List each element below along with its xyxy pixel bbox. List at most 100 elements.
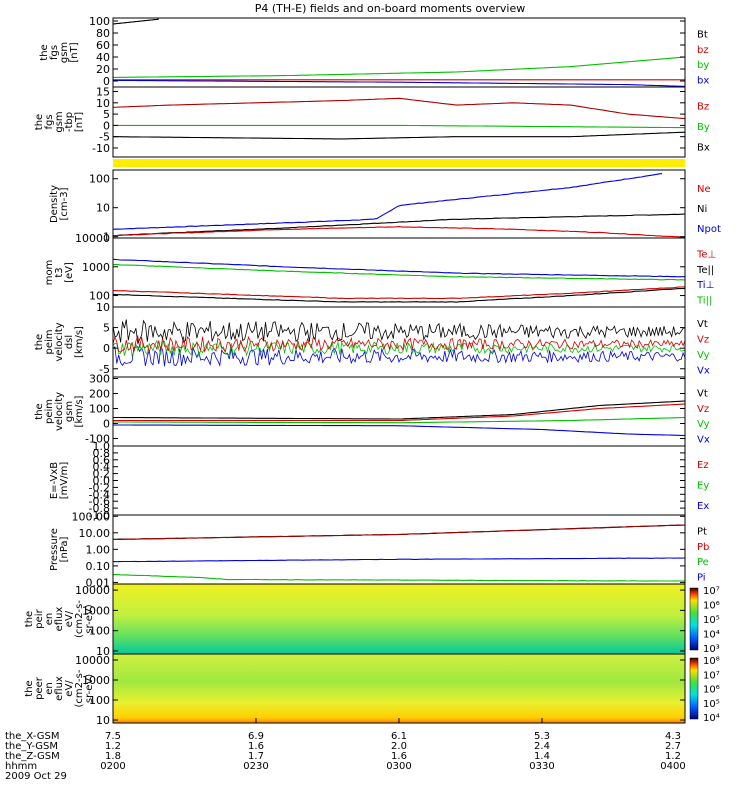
panel-frame bbox=[112, 237, 686, 308]
x-tick-label: 1.6 bbox=[391, 751, 407, 762]
series-line-by bbox=[113, 124, 685, 129]
colorbar-tick-label: 10⁸ bbox=[703, 656, 720, 667]
y-tick-label: 0.01 bbox=[86, 576, 111, 589]
panel-3: 1 10 100 Density[cm-3] Ne Ni Npot bbox=[49, 169, 721, 244]
colorbar bbox=[689, 587, 699, 651]
y-tick-label: 10 bbox=[96, 714, 110, 727]
panel-frame bbox=[112, 306, 686, 378]
y-tick-label: 100 bbox=[89, 403, 110, 416]
legend-label: bx bbox=[697, 75, 709, 86]
panel-10: 10⁴ 10⁵ 10⁶ 10⁷ 10⁸ 10 100 1000 10000 thepeerenef… bbox=[24, 653, 720, 727]
series-line-te|| bbox=[112, 287, 686, 303]
x-tick-label: 7.5 bbox=[105, 731, 121, 742]
y-tick-label: 0.8 bbox=[93, 447, 111, 460]
x-tick-label: 1.4 bbox=[534, 751, 550, 762]
panels: 020406080100thefgsgsm[nT]Btbzbybx-10-505… bbox=[24, 15, 721, 727]
x-tick-label: 5.3 bbox=[534, 731, 550, 742]
series-line-vz bbox=[113, 403, 686, 422]
y-axis-label: Density[cm-3] bbox=[49, 185, 70, 223]
y-tick-label: 0.10 bbox=[86, 560, 111, 573]
y-tick-label: 5 bbox=[103, 108, 110, 121]
panel-frame bbox=[112, 376, 686, 447]
y-tick-label: 40 bbox=[96, 51, 110, 64]
legend-label: Ti⊥ bbox=[696, 280, 714, 291]
y-axis-label-line: fgs bbox=[44, 114, 55, 129]
separator-band bbox=[113, 159, 685, 167]
y-tick-label: -0.8 bbox=[89, 502, 110, 515]
y-axis-label-line: Density bbox=[49, 185, 60, 223]
y-tick-label: 100 bbox=[89, 173, 110, 186]
y-tick-label: 60 bbox=[96, 39, 110, 52]
y-tick-label: 0 bbox=[103, 342, 110, 355]
legend-label: Npot bbox=[697, 224, 721, 235]
legend-label: Vx bbox=[697, 434, 710, 445]
x-tick-label: 1.6 bbox=[248, 741, 264, 752]
panel-frame bbox=[112, 86, 686, 158]
panel-8: 0.010.101.0010.00100.00Pressure[nPa]PtPb… bbox=[49, 510, 709, 589]
y-axis-label-line: gsm bbox=[59, 42, 70, 63]
y-tick-label: 1000 bbox=[82, 674, 110, 687]
y-axis-label-line: peer bbox=[34, 676, 45, 700]
colorbar-tick-label: 10⁴ bbox=[703, 630, 720, 641]
y-tick-label: 1.0 bbox=[93, 440, 111, 453]
y-axis-label-line: (cm2-s- bbox=[74, 600, 85, 638]
x-tick-label: 0200 bbox=[100, 761, 125, 772]
legend-label: Pt bbox=[697, 527, 707, 538]
colorbar-tick-label: 10⁷ bbox=[703, 670, 720, 681]
legend-label: Vy bbox=[697, 350, 710, 361]
y-axis-label-line: the bbox=[24, 611, 35, 627]
y-tick-label: 100.00 bbox=[72, 510, 111, 523]
y-axis-label-line: velocity bbox=[54, 392, 65, 431]
series-line-ne bbox=[112, 226, 686, 238]
y-tick-label: 300 bbox=[89, 373, 110, 386]
legend-label: Pe bbox=[697, 557, 709, 568]
y-axis-label-line: eflux bbox=[54, 607, 65, 632]
legend-label: Pb bbox=[697, 542, 709, 553]
y-axis-label: thefgsgsm-tbp[nT] bbox=[34, 111, 85, 132]
y-axis-label-line: en bbox=[44, 613, 55, 626]
y-tick-label: 10 bbox=[96, 202, 110, 215]
series-line-bx bbox=[113, 79, 686, 87]
y-tick-label: 10000 bbox=[75, 584, 110, 597]
x-tick-label: 2.0 bbox=[391, 741, 407, 752]
y-axis-label: E=-VxB[mV/m] bbox=[49, 462, 70, 500]
legend-label: Te|| bbox=[696, 265, 714, 276]
y-axis-label-line: velocity bbox=[54, 322, 65, 361]
y-tick-label: 15 bbox=[96, 86, 110, 99]
colorbar-tick-label: 10⁷ bbox=[703, 586, 720, 597]
x-tick-label: 0330 bbox=[529, 761, 554, 772]
y-axis-label-line: eV/ bbox=[64, 680, 75, 697]
legend-label: Vz bbox=[697, 334, 709, 345]
y-tick-label: 80 bbox=[96, 27, 110, 40]
panel-frame bbox=[112, 169, 686, 239]
series-line-vy bbox=[112, 339, 686, 357]
x-tick-label: 2.7 bbox=[665, 741, 681, 752]
colorbar-tick-label: 10⁵ bbox=[703, 615, 720, 626]
y-tick-label: 100 bbox=[89, 15, 110, 28]
y-axis-label-line: sr-eV) bbox=[84, 674, 95, 703]
y-axis-label-line: the bbox=[34, 114, 45, 130]
colorbar-tick-label: 10⁵ bbox=[703, 699, 720, 710]
y-tick-label: -0.6 bbox=[89, 495, 110, 508]
panel-frame bbox=[112, 445, 686, 516]
series-line-pe bbox=[113, 574, 685, 582]
x-tick-label: 1.8 bbox=[105, 751, 121, 762]
y-axis-label-line: [nPa] bbox=[59, 536, 70, 562]
colorbar-tick-label: 10³ bbox=[703, 644, 720, 655]
y-axis-label-line: eV/ bbox=[64, 610, 75, 627]
x-tick-label: 0400 bbox=[660, 761, 685, 772]
x-tick-label: 6.9 bbox=[248, 731, 264, 742]
y-tick-label: -100 bbox=[85, 433, 110, 446]
series-line-pi bbox=[112, 557, 686, 563]
x-tick-label: 4.3 bbox=[665, 731, 681, 742]
y-tick-label: 1000 bbox=[82, 261, 110, 274]
y-axis-label-line: peir bbox=[34, 608, 45, 628]
y-tick-label: -5 bbox=[99, 363, 110, 376]
y-axis-label-line: E=-VxB bbox=[49, 462, 60, 499]
panel-4: 100 1000 10000 momt3[eV] Te⊥ Te|| Ti⊥ Ti|| bbox=[44, 232, 716, 308]
y-axis-label-line: fgs bbox=[49, 45, 60, 60]
y-axis-label-line: [mV/m] bbox=[59, 462, 70, 500]
panel-5: -5 0 5 10 thepeimvelocitydsl[km/s] Vt Vz Vy Vx bbox=[34, 301, 710, 378]
y-tick-label: 100 bbox=[89, 625, 110, 638]
